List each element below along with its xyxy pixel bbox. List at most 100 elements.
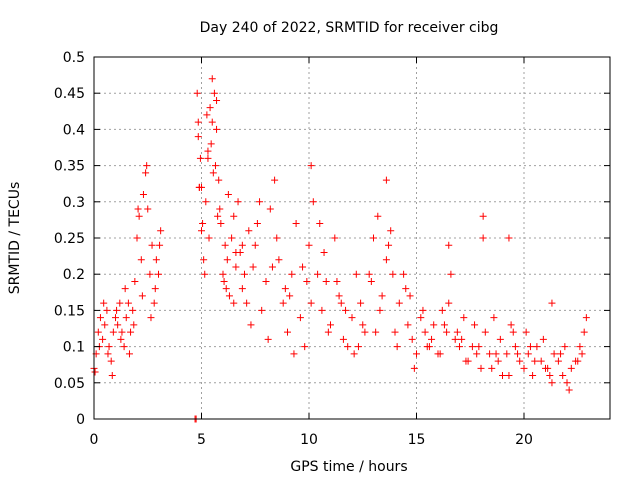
data-point <box>247 321 255 329</box>
data-point <box>219 270 227 278</box>
data-point <box>288 270 296 278</box>
data-point <box>339 335 347 343</box>
data-point <box>214 212 222 220</box>
data-point <box>451 335 459 343</box>
data-point <box>496 335 504 343</box>
data-point <box>307 162 315 170</box>
data-point <box>479 234 487 242</box>
data-point <box>96 314 104 322</box>
data-point <box>284 328 291 336</box>
data-point <box>104 350 112 358</box>
data-point <box>529 372 537 380</box>
data-point <box>365 270 373 278</box>
data-point <box>395 299 403 307</box>
x-tick-label: 15 <box>408 432 426 448</box>
data-point <box>238 241 246 249</box>
data-point <box>205 234 213 242</box>
data-point <box>127 328 135 336</box>
data-point <box>224 191 232 199</box>
y-axis-label: SRMTID / TECUs <box>7 182 23 295</box>
data-point <box>296 314 304 322</box>
data-point <box>359 321 367 329</box>
data-point <box>335 292 343 300</box>
data-point <box>216 205 224 213</box>
data-point <box>228 234 236 242</box>
data-point <box>256 198 264 206</box>
data-point <box>520 364 528 372</box>
data-point <box>118 328 126 336</box>
data-point <box>124 299 132 307</box>
data-point <box>514 350 522 358</box>
data-point <box>503 350 511 358</box>
data-point <box>215 176 223 184</box>
data-point <box>204 147 212 155</box>
data-point <box>203 111 211 119</box>
x-axis-label: GPS time / hours <box>290 459 407 475</box>
data-point <box>101 321 109 329</box>
data-point <box>262 277 270 285</box>
data-point <box>245 227 253 235</box>
y-tick-label: 0.2 <box>63 267 85 283</box>
chart-title: Day 240 of 2022, SRMTID for receiver cib… <box>200 20 499 36</box>
data-point <box>578 350 586 358</box>
y-tick-label: 0.4 <box>63 122 85 138</box>
data-point <box>234 198 242 206</box>
data-point <box>357 299 365 307</box>
data-point <box>94 328 102 336</box>
data-point <box>436 350 444 358</box>
data-point <box>211 162 219 170</box>
data-point <box>516 357 524 365</box>
data-point <box>471 321 479 329</box>
data-point <box>490 314 498 322</box>
data-point <box>147 314 155 322</box>
grid <box>94 57 610 419</box>
data-point <box>456 343 463 351</box>
data-point <box>116 299 124 307</box>
data-point <box>207 140 215 148</box>
data-point <box>318 306 326 314</box>
data-point <box>307 299 315 307</box>
data-point <box>156 241 164 249</box>
y-tick-label: 0.3 <box>63 195 85 211</box>
data-point <box>494 357 502 365</box>
data-point <box>143 162 151 170</box>
data-point <box>112 314 119 322</box>
data-point <box>273 234 281 242</box>
data-point <box>213 125 221 133</box>
data-point <box>376 306 384 314</box>
data-point <box>406 292 414 300</box>
data-point <box>223 256 231 264</box>
data-point <box>157 227 165 235</box>
data-point <box>400 270 408 278</box>
data-point <box>213 96 221 104</box>
data-point <box>477 364 485 372</box>
data-point <box>155 270 162 278</box>
data-point <box>333 277 341 285</box>
data-point <box>423 343 431 351</box>
data-point <box>113 306 121 314</box>
data-point <box>314 270 322 278</box>
data-point <box>206 104 214 112</box>
data-point <box>430 321 438 329</box>
data-point <box>134 205 142 213</box>
data-point <box>350 350 358 358</box>
data-point <box>268 263 276 271</box>
data-point <box>447 270 455 278</box>
data-point <box>391 328 399 336</box>
data-point <box>370 234 377 242</box>
data-point <box>305 241 313 249</box>
data-point <box>320 248 328 256</box>
data-point <box>199 220 207 228</box>
data-point <box>582 314 590 322</box>
y-tick-label: 0.45 <box>54 86 85 102</box>
data-point <box>440 321 448 329</box>
data-point <box>120 343 128 351</box>
data-point <box>99 335 107 343</box>
y-tick-label: 0.05 <box>54 376 85 392</box>
data-point <box>537 357 545 365</box>
data-point <box>382 176 390 184</box>
data-point <box>251 241 259 249</box>
data-point <box>327 321 334 329</box>
data-point <box>309 198 317 206</box>
x-tick-label: 10 <box>300 432 318 448</box>
